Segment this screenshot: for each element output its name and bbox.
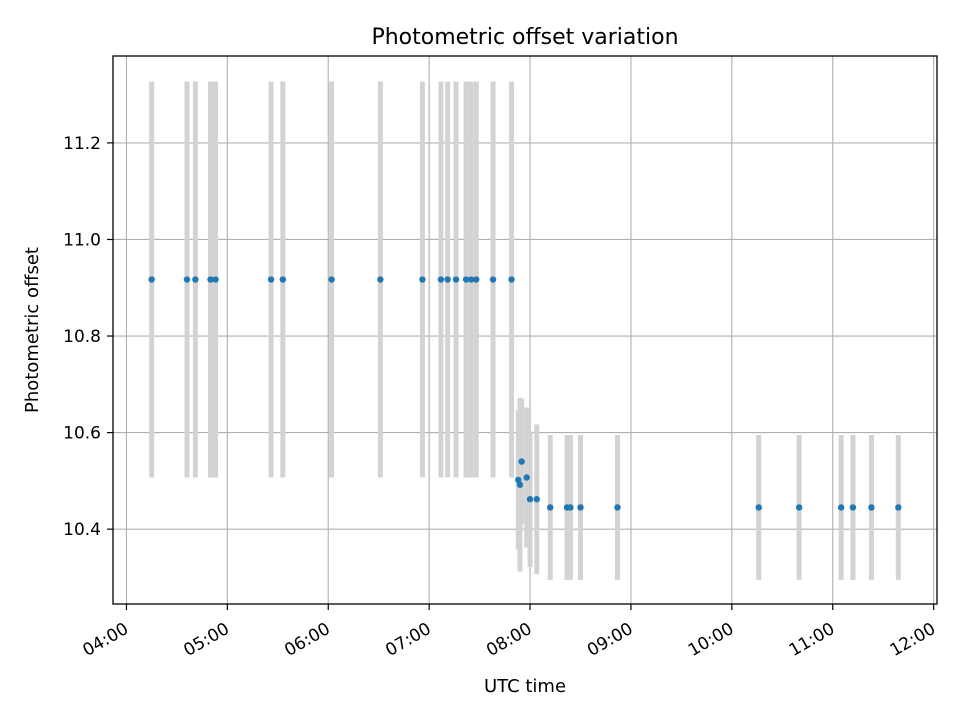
plot-frame [112, 55, 938, 605]
data-point [183, 276, 191, 283]
y-tick-label: 11.2 [63, 134, 101, 154]
data-point [547, 504, 554, 511]
data-point [328, 276, 335, 283]
data-point [377, 276, 384, 283]
data-point [462, 276, 470, 283]
y-tick-label: 10.6 [63, 424, 101, 444]
data-point [212, 276, 219, 283]
data-point [614, 504, 621, 511]
data-point [837, 504, 845, 511]
y-tick-label: 10.8 [63, 327, 101, 347]
data-point [207, 276, 214, 283]
data-point [795, 504, 803, 511]
data-point [523, 474, 530, 481]
data-point [868, 504, 875, 511]
y-tick-label: 10.4 [63, 520, 101, 540]
data-point [489, 276, 497, 283]
data-point [508, 276, 515, 283]
data-point [518, 458, 525, 465]
data-point [444, 276, 451, 283]
data-point [267, 276, 275, 283]
data-point [467, 276, 475, 283]
data-point [526, 496, 534, 503]
y-tick-label: 11.0 [63, 230, 101, 250]
data-point [437, 276, 445, 283]
y-axis-label: Photometric offset [22, 247, 43, 413]
data-point [755, 504, 762, 511]
data-point [473, 276, 480, 283]
data-point [279, 276, 287, 283]
data-point [577, 504, 584, 511]
data-point [516, 481, 524, 488]
data-point [515, 476, 522, 484]
data-point [567, 504, 574, 511]
data-point [895, 504, 902, 511]
data-point [192, 276, 199, 283]
grid-layer [113, 56, 937, 604]
data-point [148, 276, 155, 283]
data-point [533, 496, 540, 503]
data-point [419, 276, 426, 283]
chart-title: Photometric offset variation [371, 25, 678, 50]
x-axis-label: UTC time [484, 676, 566, 697]
data-point [849, 504, 857, 511]
data-point [452, 276, 460, 283]
marker-layer [148, 276, 902, 511]
